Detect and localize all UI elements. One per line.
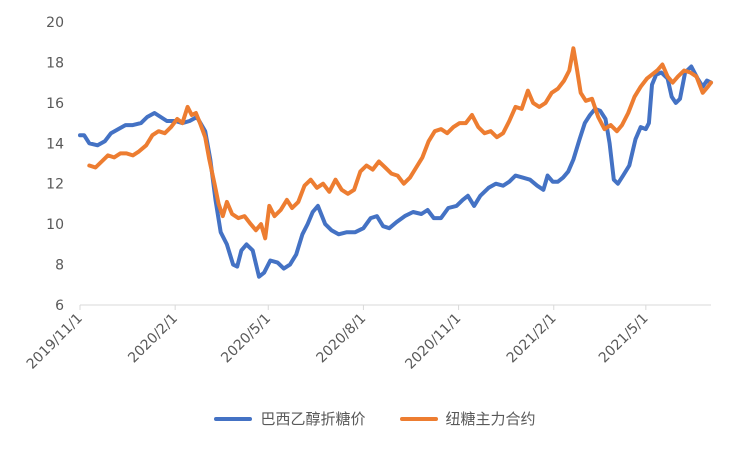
y-tick-label: 18 bbox=[46, 55, 64, 71]
x-tick-label: 2021/2/1 bbox=[504, 311, 560, 367]
legend-swatch-ethanol bbox=[214, 416, 253, 421]
y-tick-label: 14 bbox=[46, 136, 64, 152]
x-tick-label: 2019/11/1 bbox=[24, 311, 86, 373]
legend-item-sugar: 纽糖主力合约 bbox=[399, 408, 536, 429]
legend-item-ethanol: 巴西乙醇折糖价 bbox=[214, 408, 366, 429]
legend: 巴西乙醇折糖价 纽糖主力合约 bbox=[0, 408, 750, 429]
y-tick-label: 6 bbox=[55, 298, 64, 314]
y-tick-label: 16 bbox=[46, 96, 64, 112]
x-tick-label: 2020/2/1 bbox=[125, 311, 181, 367]
x-tick-label: 2020/11/1 bbox=[402, 311, 464, 373]
y-tick-label: 12 bbox=[46, 177, 64, 193]
legend-swatch-sugar bbox=[399, 416, 438, 421]
x-tick-label: 2020/8/1 bbox=[313, 311, 369, 367]
y-axis-tick-labels: 6 8 10 12 14 16 18 20 bbox=[46, 15, 64, 314]
x-axis-tick-labels: 2019/11/1 2020/2/1 2020/5/1 2020/8/1 2020/11… bbox=[24, 311, 652, 373]
legend-label-ethanol: 巴西乙醇折糖价 bbox=[260, 410, 366, 428]
y-tick-label: 20 bbox=[46, 15, 64, 31]
x-axis-tick-marks bbox=[79, 305, 647, 310]
series-line-ethanol bbox=[78, 64, 713, 279]
y-tick-label: 10 bbox=[46, 217, 64, 233]
x-tick-label: 2020/5/1 bbox=[218, 311, 274, 367]
series-line-sugar bbox=[87, 46, 713, 241]
series-lines bbox=[78, 46, 713, 279]
legend-label-sugar: 纽糖主力合约 bbox=[445, 410, 536, 428]
y-tick-label: 8 bbox=[55, 258, 64, 274]
x-tick-label: 2021/5/1 bbox=[596, 311, 652, 367]
